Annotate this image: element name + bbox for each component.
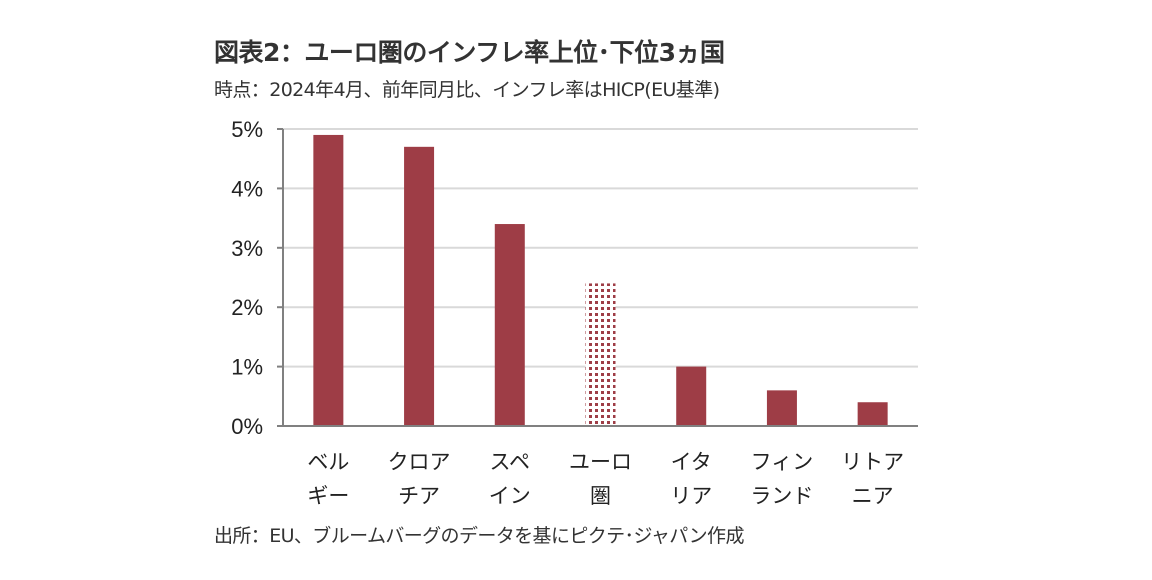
x-category-label: リア [670,484,712,508]
bar [585,283,616,426]
bar [857,402,888,426]
y-tick-label: 1% [231,355,263,380]
x-category-label: クロア [388,450,451,474]
x-category-label: スペ [490,450,531,474]
bar [676,366,707,426]
bars [313,134,888,426]
x-category-label: フィン [751,450,814,474]
x-category-label: ランド [750,484,813,508]
y-tick-label: 5% [231,117,263,142]
y-tick-label: 2% [231,295,263,320]
x-category-label: 圏 [590,484,611,508]
y-tick-label: 3% [231,236,263,261]
y-tick-label: 4% [231,176,263,201]
chart-title: 図表2：ユーロ圏のインフレ率上位･下位3ヵ国 [214,38,725,67]
bar [494,224,525,426]
x-category-label: ベル [307,450,349,474]
bar [766,390,797,426]
x-category-label: イン [489,484,531,508]
x-category-label: チア [398,484,440,508]
y-tick-labels: 0% 1% 2% 3% 4% 5% [231,117,263,439]
x-category-label: ギー [307,484,349,508]
x-category-label: ニア [852,484,894,508]
chart-subtitle: 時点：2024年4月、前年同月比、インフレ率はHICP(EU基準) [214,79,720,101]
x-category-label: ユーロ [569,450,632,474]
bar [404,146,435,426]
axes [277,128,918,427]
chart-source: 出所：EU、ブルームバーグのデータを基にピクテ･ジャパン作成 [214,525,744,547]
x-category-label: リトア [841,450,904,474]
y-tick-label: 0% [231,414,263,439]
bar [313,134,344,426]
x-category-label: イタ [671,450,712,474]
